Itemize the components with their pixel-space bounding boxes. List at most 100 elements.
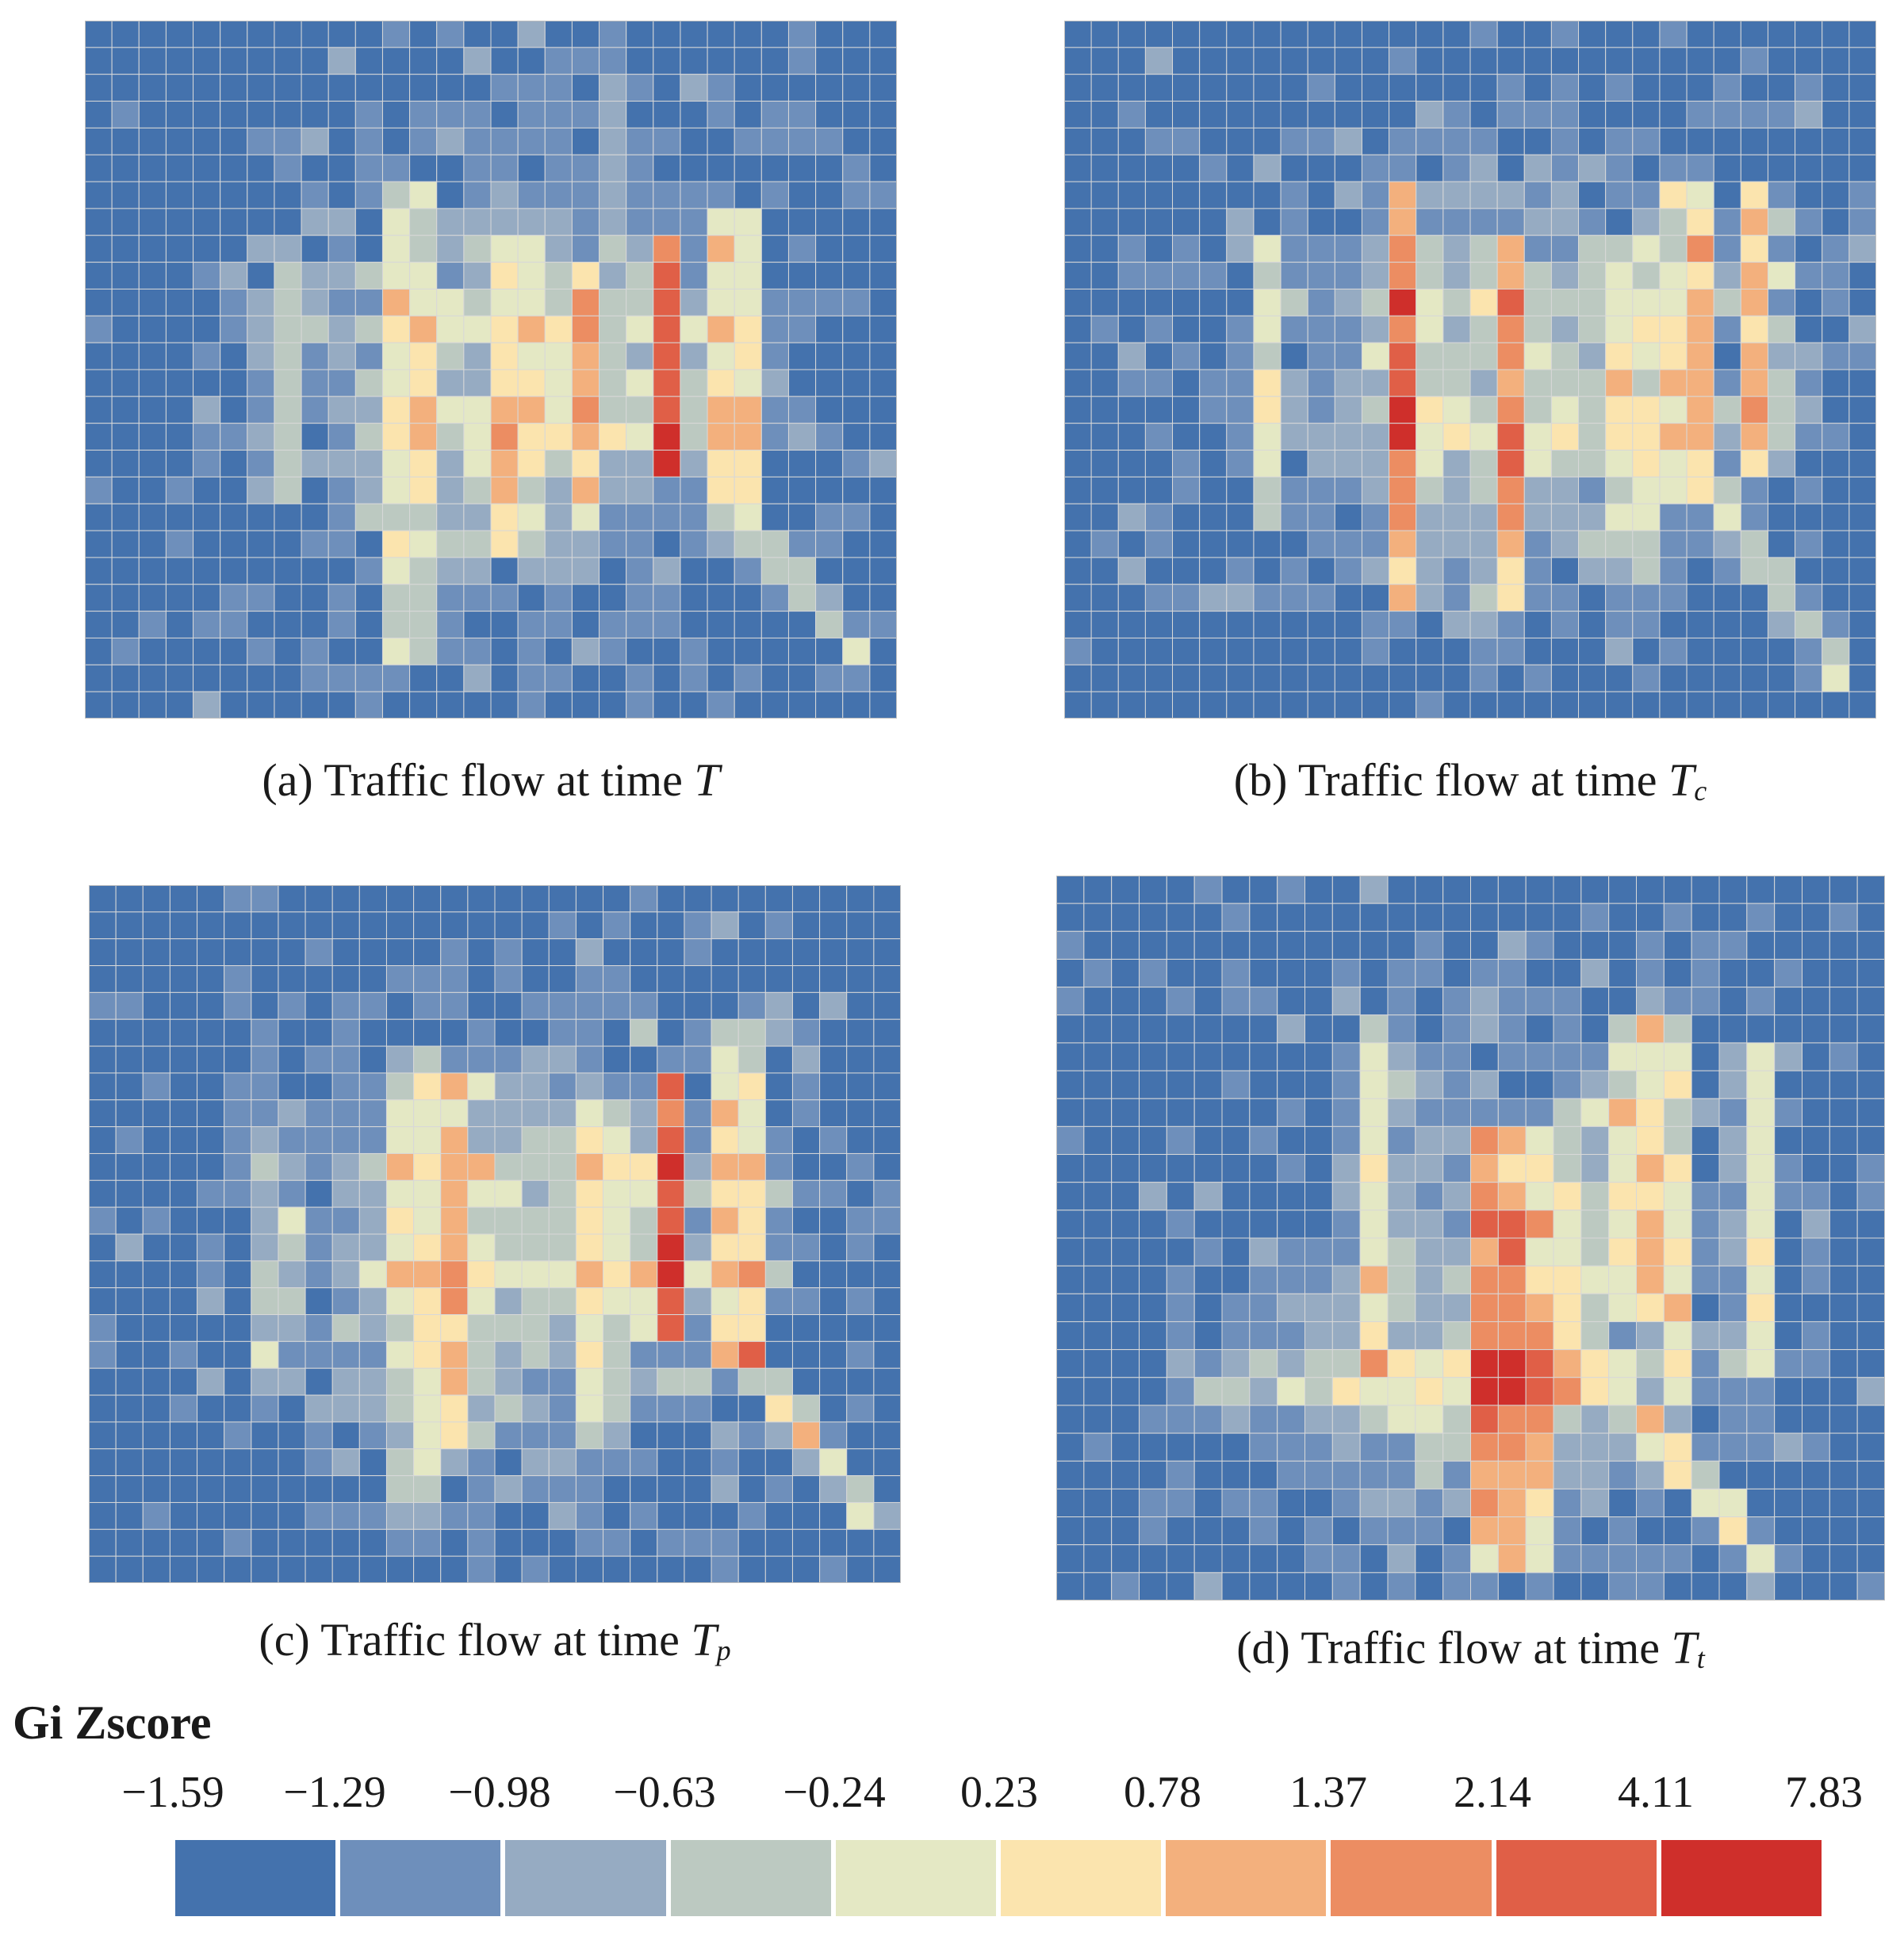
heatmap-cell (521, 1394, 550, 1423)
heatmap-cell (490, 315, 519, 343)
heatmap-cell (1553, 1042, 1582, 1072)
heatmap-cell (1469, 530, 1498, 558)
heatmap-cell (1856, 1460, 1885, 1489)
heatmap-cell (1608, 1460, 1637, 1489)
heatmap-cell (1304, 1265, 1333, 1294)
heatmap-cell (381, 21, 411, 48)
heatmap-cell (247, 369, 275, 397)
heatmap-cell (467, 1475, 496, 1503)
heatmap-cell (1686, 611, 1714, 638)
heatmap-cell (1249, 1210, 1278, 1239)
heatmap-cell (1822, 101, 1850, 128)
heatmap-cell (521, 991, 550, 1020)
heatmap-cell (842, 235, 871, 263)
heatmap-cell (251, 1287, 279, 1316)
heatmap-cell (111, 476, 140, 504)
heatmap-cell (517, 691, 546, 719)
heatmap-cell (138, 127, 167, 155)
heatmap-cell (385, 1448, 415, 1477)
heatmap-cell (1307, 181, 1335, 209)
heatmap-cell (1139, 1265, 1167, 1294)
heatmap-cell (111, 637, 140, 665)
heatmap-cell (1221, 1014, 1251, 1044)
heatmap-cell (842, 423, 871, 451)
heatmap-cell (571, 423, 600, 451)
heatmap-cell (1580, 1321, 1610, 1351)
heatmap-cell (1470, 903, 1499, 932)
heatmap-cell (1442, 476, 1471, 504)
heatmap-cell (819, 938, 848, 967)
heatmap-cell (413, 1126, 442, 1154)
heatmap-cell (165, 101, 194, 128)
heatmap-cell (707, 503, 735, 531)
heatmap-cell (224, 1260, 252, 1289)
heatmap-cell (1334, 154, 1362, 182)
heatmap-cell (1523, 450, 1552, 477)
heatmap-cell (1221, 987, 1251, 1016)
heatmap-cell (603, 938, 631, 967)
heatmap-cell (111, 503, 140, 531)
heatmap-cell (869, 208, 897, 236)
heatmap-cell (436, 503, 465, 531)
heatmap-cell (544, 235, 573, 263)
heatmap-cell (1605, 101, 1634, 128)
heatmap-cell (1193, 930, 1223, 960)
heatmap-cell (305, 1260, 333, 1289)
heatmap-cell (1856, 1182, 1885, 1211)
heatmap-cell (815, 584, 844, 612)
heatmap-cell (1307, 315, 1335, 343)
heatmap-cell (1636, 1014, 1665, 1044)
heatmap-cell (1331, 987, 1361, 1016)
heatmap-cell (251, 1421, 279, 1450)
heatmap-cell (1636, 1237, 1665, 1267)
heatmap-cell (1249, 987, 1278, 1016)
heatmap-cell (815, 530, 844, 558)
heatmap-cell (440, 991, 469, 1020)
heatmap-cell (1416, 342, 1444, 370)
heatmap-cell (737, 1367, 766, 1396)
heatmap-cell (1389, 181, 1417, 209)
heatmap-cell (575, 1421, 604, 1450)
heatmap-cell (467, 1528, 496, 1557)
heatmap-cell (1387, 1293, 1416, 1322)
heatmap-cell (1767, 584, 1796, 612)
heatmap-cell (409, 530, 438, 558)
heatmap-cell (653, 584, 681, 612)
heatmap-cell (1221, 1237, 1251, 1267)
heatmap-cell (413, 1555, 442, 1583)
heatmap-cell (1253, 691, 1281, 719)
heatmap-cell (575, 1260, 604, 1289)
heatmap-cell (1829, 930, 1858, 960)
heatmap-cell (737, 1045, 766, 1074)
heatmap-cell (385, 1179, 415, 1208)
heatmap-cell (436, 127, 465, 155)
heatmap-cell (626, 450, 654, 477)
heatmap-cell (1822, 342, 1850, 370)
heatmap-cell (1387, 987, 1416, 1016)
heatmap-cell (436, 235, 465, 263)
heatmap-cell (1144, 476, 1174, 504)
heatmap-cell (1686, 74, 1714, 102)
heatmap-cell (1497, 1014, 1527, 1044)
heatmap-cell (1795, 476, 1823, 504)
heatmap-cell (1659, 423, 1688, 451)
heatmap-cell (571, 450, 600, 477)
heatmap-cell (274, 262, 302, 289)
heatmap-cell (1856, 1432, 1885, 1462)
heatmap-cell (680, 503, 708, 531)
heatmap-cell (463, 181, 492, 209)
heatmap-cell (1083, 1042, 1113, 1072)
heatmap-cell (599, 476, 627, 504)
heatmap-cell (385, 1367, 415, 1396)
heatmap-cell (328, 557, 356, 585)
heatmap-cell (1389, 476, 1417, 504)
heatmap-cell (467, 1099, 496, 1128)
heatmap-cell (224, 1475, 252, 1503)
heatmap-cell (1713, 611, 1741, 638)
heatmap-cell (409, 74, 438, 102)
heatmap-cell (1221, 1293, 1251, 1322)
heatmap-cell (1111, 1293, 1140, 1322)
heatmap-cell (278, 1179, 306, 1208)
heatmap-cell (544, 664, 573, 692)
heatmap-cell (1415, 1516, 1444, 1546)
